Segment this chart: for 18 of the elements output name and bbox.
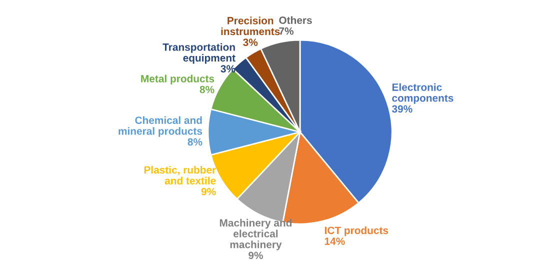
slice-label: Chemical and mineral products (118, 116, 202, 137)
data-label: 8% (188, 138, 202, 146)
data-label: 14% (324, 238, 345, 245)
slice-label: Plastic, rubber and textile (144, 166, 216, 184)
slice-label: Transportation equipment (162, 43, 236, 64)
slice-label: Others (279, 16, 312, 24)
data-label: 39% (392, 105, 412, 113)
data-label: 9% (201, 188, 216, 196)
slice-label: Electronic components (392, 83, 454, 104)
data-label: 7% (279, 27, 294, 35)
slice-label: Precision instruments (221, 16, 280, 36)
data-label: 8% (200, 86, 214, 94)
data-label: 3% (220, 65, 236, 73)
slice-label: ICT products (324, 226, 388, 236)
data-label: 3% (243, 38, 258, 46)
slice-label: Machinery and electrical machinery (220, 218, 292, 250)
data-label: 9% (248, 252, 263, 260)
slice-label: Metal products (141, 74, 214, 84)
